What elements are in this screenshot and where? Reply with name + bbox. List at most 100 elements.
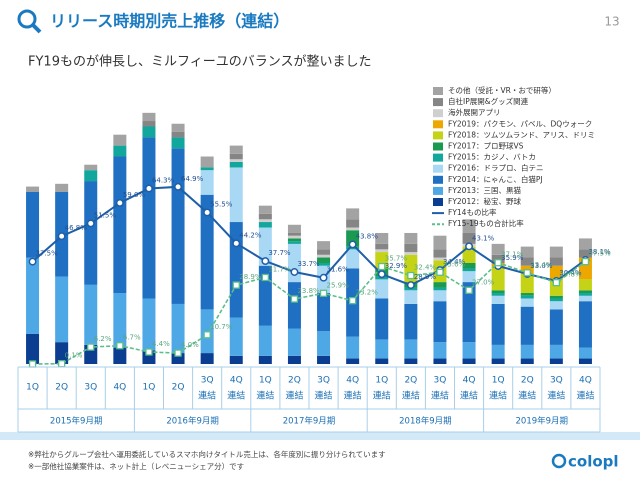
bar-segment — [346, 358, 360, 364]
bar-segment — [433, 249, 447, 258]
line-marker — [377, 270, 386, 279]
data-label: 23.2% — [356, 289, 379, 297]
bar-segment — [491, 303, 505, 345]
x-tick-label: 2Q — [172, 383, 185, 393]
data-label: 33.7% — [297, 260, 320, 268]
line-marker — [581, 257, 590, 266]
x-tick-sublabel: 連結 — [285, 390, 303, 402]
bar-segment — [346, 336, 360, 359]
bar-segment — [520, 293, 534, 296]
bar-segment — [258, 205, 272, 214]
bar-segment — [375, 232, 389, 244]
line-marker — [261, 273, 270, 282]
bar-segment — [549, 344, 563, 359]
line-marker — [145, 348, 153, 356]
bar-segment — [171, 137, 185, 149]
x-tick-label: 3Q — [317, 376, 330, 386]
bar-segment — [491, 344, 505, 359]
bar-segment — [462, 246, 476, 263]
line-marker — [116, 342, 124, 350]
data-label: 43.1% — [472, 234, 495, 242]
bar-segment — [462, 342, 476, 359]
bar-segment — [200, 170, 214, 195]
bar-segment — [317, 293, 331, 332]
line-marker — [145, 184, 153, 193]
x-tick-sublabel: 連結 — [198, 390, 216, 402]
line-marker — [115, 198, 124, 207]
x-tick-label: 2Q — [404, 376, 417, 386]
bar-segment — [229, 317, 243, 356]
search-icon-handle — [31, 23, 42, 34]
bar-segment — [520, 358, 534, 364]
legend-swatch — [433, 175, 443, 184]
legend-label: FY14もの比率 — [448, 207, 497, 217]
bar-segment — [317, 254, 331, 258]
bar-segment — [287, 232, 301, 236]
data-label: 64.3% — [152, 176, 175, 184]
bar-segment — [142, 121, 156, 127]
bar-segment — [26, 257, 40, 334]
bar-segment — [375, 339, 389, 359]
data-label: 37.1% — [501, 251, 524, 259]
data-label: 34.4% — [443, 258, 466, 266]
bar-segment — [317, 257, 331, 263]
x-tick-label: 4Q — [113, 383, 126, 393]
bar-segment — [520, 246, 534, 258]
bar-segment — [200, 353, 214, 364]
bar-segment — [55, 276, 69, 343]
bar-segment — [229, 145, 243, 154]
line-marker — [87, 343, 95, 351]
bar-segment — [287, 328, 301, 356]
data-label: 46.8% — [65, 224, 88, 232]
x-tick-label: 4Q — [463, 376, 476, 386]
x-tick-sublabel: 連結 — [227, 390, 245, 402]
bar-segment — [229, 153, 243, 160]
legend-label: FY2015：カジノ、バトカ — [448, 153, 536, 162]
bar-segment — [433, 358, 447, 364]
data-label: 32.4% — [414, 264, 437, 272]
bar-segment — [375, 298, 389, 340]
bar-segment — [549, 301, 563, 310]
x-tick-label: 1Q — [143, 383, 156, 393]
bar-segment — [578, 295, 592, 302]
data-label: 32.9% — [385, 262, 408, 270]
bar-segment — [578, 293, 592, 296]
bar-segment — [317, 241, 331, 250]
data-label: 51.5% — [94, 211, 117, 219]
legend-label: FY2018：ツムツムランド、アリス、ドリミ — [448, 130, 595, 139]
bar-segment — [549, 246, 563, 258]
bar-segment — [171, 303, 185, 354]
line-marker — [290, 295, 299, 303]
legend-label: FY2014：にゃんこ、白猫PJ — [448, 174, 543, 184]
group-label: 2015年9月期 — [50, 416, 103, 427]
bar-segment — [404, 252, 418, 255]
x-tick-label: 3Q — [201, 376, 214, 386]
data-label: 37.7% — [268, 249, 291, 257]
line-marker — [232, 281, 240, 289]
x-tick-label: 1Q — [26, 383, 39, 393]
group-label: 2019年9月期 — [516, 416, 569, 427]
bar-segment — [549, 265, 563, 280]
bar-segment — [171, 148, 185, 304]
x-tick-label: 3Q — [84, 383, 97, 393]
legend-label: FY2013：三国、黒猫 — [448, 185, 521, 195]
data-label: 27.0% — [472, 278, 495, 286]
search-icon — [17, 9, 37, 29]
legend-swatch — [433, 142, 443, 151]
bar-segment — [346, 208, 360, 220]
bar-segment — [549, 298, 563, 302]
bar-segment — [549, 295, 563, 299]
x-tick-label: 4Q — [579, 376, 592, 386]
bar-segment — [84, 284, 98, 345]
data-label: 59.0% — [123, 191, 146, 199]
data-label: 37.5% — [36, 250, 59, 258]
data-label: 4.4% — [152, 340, 170, 348]
bar-segment — [404, 232, 418, 244]
line-marker — [86, 219, 95, 228]
bar-segment — [258, 355, 272, 364]
legend-label: 自社IP展開&グッズ関連 — [448, 96, 529, 106]
line-marker — [552, 278, 560, 287]
bar-segment — [578, 238, 592, 250]
bar-segment — [404, 243, 418, 253]
